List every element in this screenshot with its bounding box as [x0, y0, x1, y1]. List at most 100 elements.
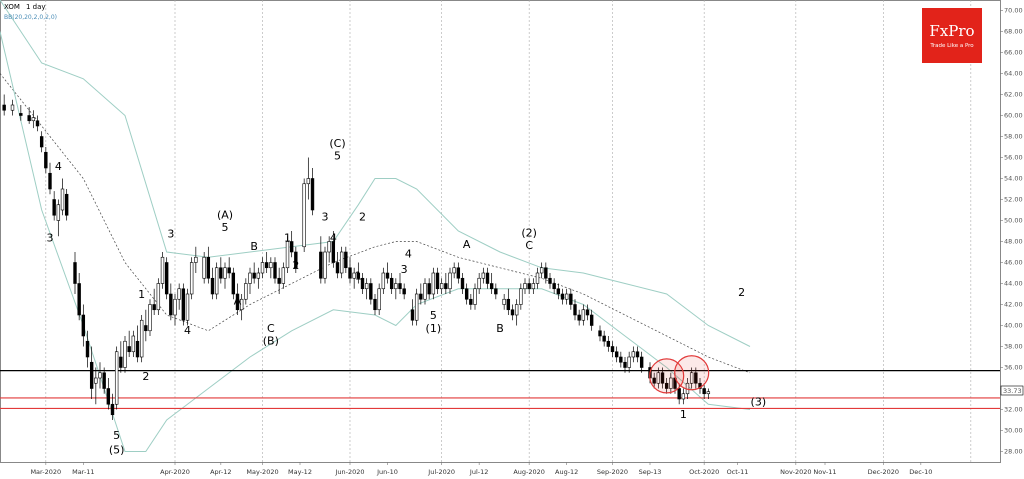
- candle-body: [144, 325, 148, 332]
- wave-label: 2: [292, 259, 299, 272]
- x-tick-label: Jun-2020: [334, 468, 364, 476]
- candle-body: [244, 283, 248, 300]
- candle-body: [35, 120, 40, 127]
- candle-body: [327, 241, 331, 253]
- candle-body: [419, 293, 423, 300]
- wave-label: (1): [426, 322, 442, 335]
- candle-body: [281, 267, 286, 284]
- candle-body: [660, 372, 665, 384]
- wave-label: (A): [217, 208, 233, 221]
- x-tick-label: Sep-2020: [597, 468, 628, 476]
- x-tick-label: Oct-11: [727, 468, 749, 476]
- y-tick-label: 66.00: [1004, 49, 1023, 57]
- wave-label: 1: [680, 408, 687, 421]
- y-tick-label: 48.00: [1004, 238, 1023, 246]
- y-tick-label: 58.00: [1004, 133, 1023, 141]
- candle-body: [139, 319, 144, 358]
- candle-body: [189, 262, 194, 295]
- support-resistance-lines: [0, 370, 1000, 410]
- x-tick-label: Jul-12: [469, 468, 488, 476]
- wave-label: 1: [138, 288, 145, 301]
- candle-body: [427, 283, 431, 295]
- candle-body: [131, 335, 136, 353]
- candle-body: [706, 391, 711, 395]
- candlesticks: [2, 94, 711, 420]
- wave-label: B: [250, 240, 258, 253]
- candle-body: [689, 372, 694, 384]
- candle-body: [110, 403, 115, 416]
- y-tick-label: 30.00: [1004, 427, 1023, 435]
- y-axis: 28.0030.0032.0034.0036.0038.0040.0042.00…: [1000, 7, 1023, 456]
- pivot-highlight-circle: [674, 355, 710, 391]
- last-price-label: 33.73: [1003, 387, 1022, 395]
- x-tick-label: Nov-2020: [780, 468, 811, 476]
- candle-body: [481, 272, 486, 279]
- candle-body: [577, 314, 581, 321]
- wave-label: (C): [329, 137, 345, 150]
- candle-body: [223, 267, 227, 279]
- candle-body: [269, 262, 273, 269]
- y-tick-label: 36.00: [1004, 364, 1023, 372]
- candle-body: [98, 372, 102, 379]
- candle-body: [152, 304, 156, 311]
- wave-label: 1: [355, 269, 362, 282]
- x-tick-label: Jul-2020: [427, 468, 455, 476]
- candle-body: [85, 340, 90, 358]
- candle-body: [506, 298, 511, 311]
- last-price-marker: 33.73: [1000, 385, 1024, 396]
- upper-band-line: [0, 0, 751, 347]
- candle-body: [331, 241, 336, 263]
- y-tick-label: 40.00: [1004, 322, 1023, 330]
- candle-body: [373, 298, 377, 311]
- brand-logo: FxPro Trade Like a Pro: [922, 8, 982, 63]
- candle-body: [564, 293, 569, 300]
- candle-body: [639, 356, 644, 368]
- x-tick-label: Apr-2020: [160, 468, 190, 476]
- candle-body: [410, 309, 415, 321]
- indicator-label: BB(20,20,2,0,2,0): [4, 14, 57, 21]
- candle-body: [27, 115, 31, 122]
- candle-body: [264, 262, 269, 269]
- candle-body: [119, 356, 123, 368]
- candle-body: [623, 361, 627, 368]
- candle-body: [631, 351, 636, 358]
- candle-body: [256, 272, 261, 279]
- candle-body: [589, 314, 594, 326]
- candle-body: [285, 241, 290, 269]
- candle-body: [602, 335, 606, 342]
- candle-body: [489, 283, 494, 290]
- x-tick-label: Dec-10: [909, 468, 932, 476]
- candle-body: [102, 372, 106, 389]
- wave-label: 3: [322, 211, 329, 224]
- candle-body: [60, 188, 65, 211]
- candle-body: [214, 267, 219, 295]
- candle-body: [698, 382, 702, 389]
- candle-body: [398, 283, 402, 290]
- candle-body: [369, 283, 373, 300]
- candle-body: [435, 272, 440, 290]
- candle-body: [664, 382, 669, 389]
- candle-body: [485, 272, 490, 284]
- candle-body: [444, 283, 448, 290]
- candle-body: [656, 372, 661, 384]
- candle-body: [302, 183, 306, 248]
- candle-body: [514, 304, 519, 316]
- wave-label: 5: [430, 309, 437, 322]
- candle-body: [464, 288, 469, 300]
- candle-body: [694, 372, 698, 384]
- candle-body: [598, 330, 602, 337]
- candle-body: [681, 393, 686, 400]
- y-tick-label: 50.00: [1004, 217, 1023, 225]
- x-tick-label: May-2020: [246, 468, 278, 476]
- candle-body: [573, 304, 577, 316]
- y-tick-label: 64.00: [1004, 70, 1023, 78]
- candle-body: [614, 351, 619, 358]
- candle-body: [344, 251, 348, 269]
- candle-body: [169, 293, 173, 316]
- wave-label: 2: [359, 211, 366, 224]
- candle-body: [356, 272, 361, 279]
- candle-body: [523, 283, 527, 290]
- candle-body: [414, 293, 419, 321]
- candle-body: [452, 267, 456, 274]
